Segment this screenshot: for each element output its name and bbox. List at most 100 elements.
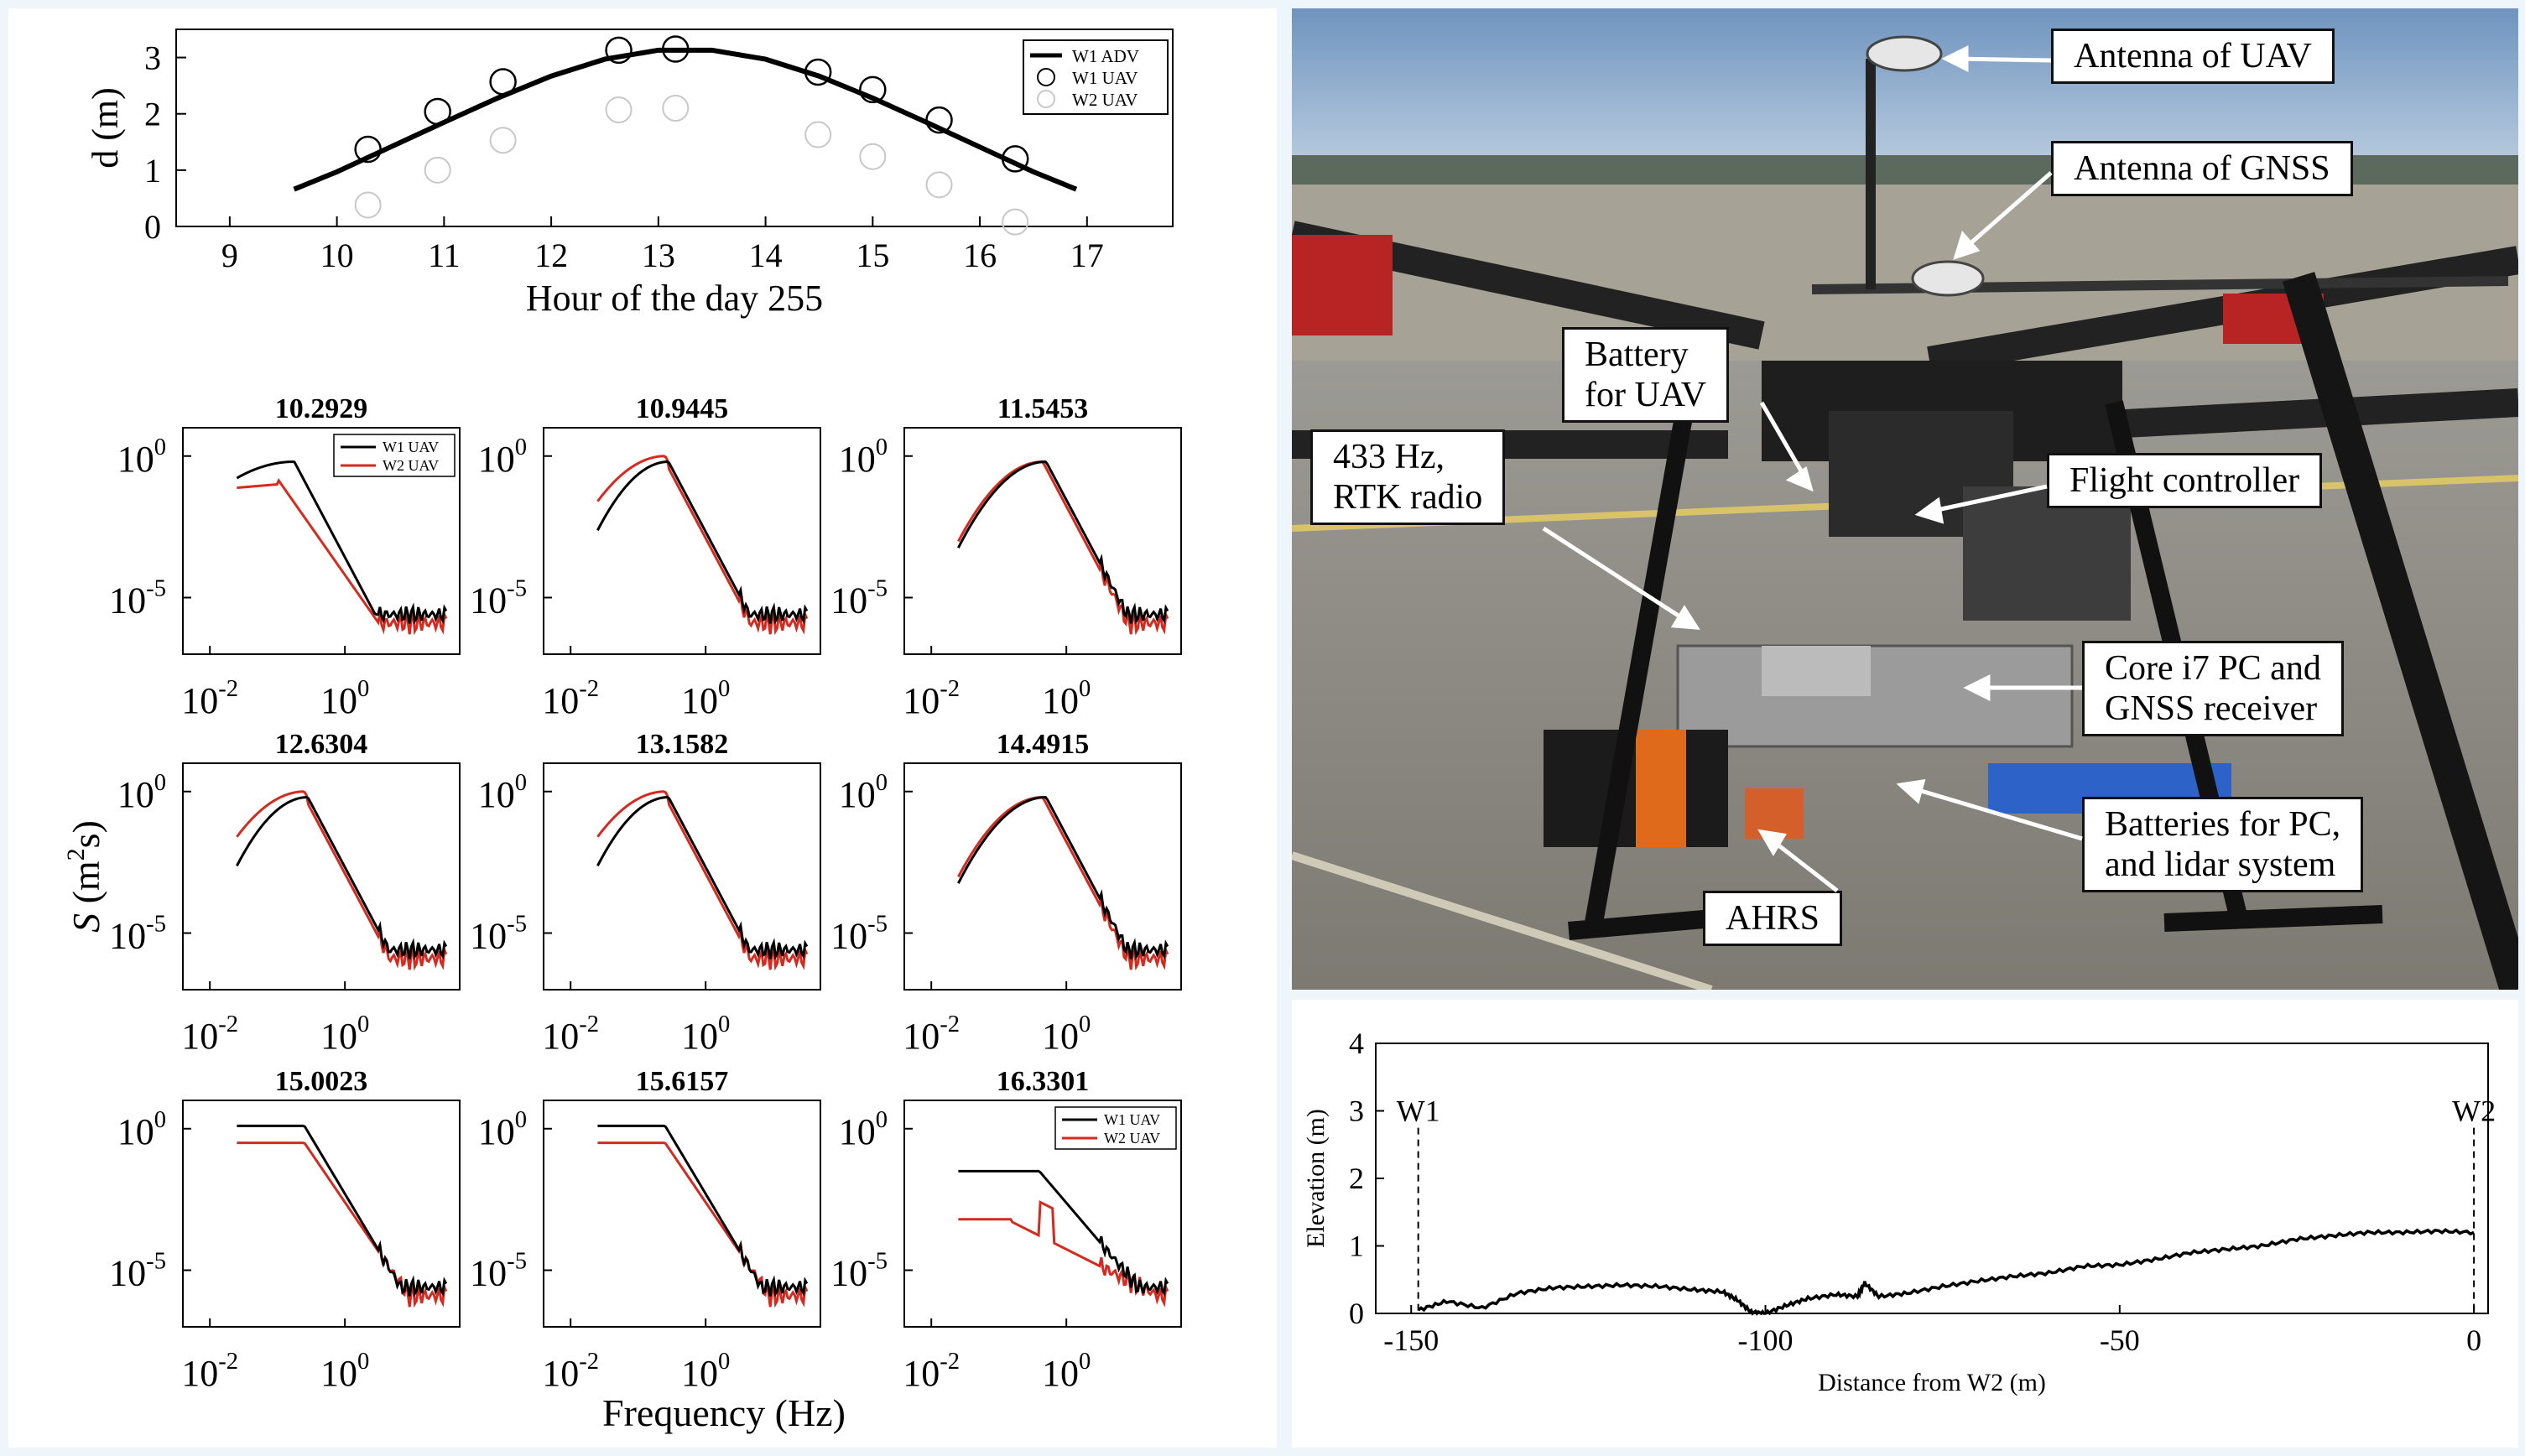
- spectrum-frame: [903, 427, 1182, 655]
- series-w2-uav-spectrum: [237, 1141, 448, 1308]
- uav-photo: Antenna of UAV Antenna of GNSS Battery fo…: [1292, 8, 2518, 990]
- point-w2-uav: [354, 191, 382, 219]
- x-tick-label: 9: [221, 237, 238, 274]
- x-tick-label: -50: [2100, 1323, 2140, 1357]
- label-battery-for-uav: Battery for UAV: [1562, 327, 1730, 423]
- y-tick-label: 10-5: [109, 912, 166, 957]
- y-tick-label: 0: [144, 208, 161, 246]
- spectrum-legend: [333, 434, 456, 477]
- x-tick-label: 10-2: [181, 1011, 238, 1057]
- series-w1-uav-spectrum: [957, 795, 1169, 960]
- y-tick-label: 100: [478, 434, 527, 480]
- point-w2-uav: [925, 171, 953, 199]
- elevation-frame: [1375, 1043, 2489, 1314]
- series-w1-uav-spectrum: [596, 795, 809, 960]
- series-w1-uav-spectrum: [597, 1124, 809, 1297]
- label-batteries-pc-lidar: Batteries for PC, and lidar system: [2082, 797, 2364, 892]
- y-tick-label: 10-5: [109, 576, 166, 621]
- x-tick-label: 100: [681, 676, 730, 721]
- y-tick-label: 10-5: [470, 912, 527, 957]
- series-w2-uav-spectrum: [957, 460, 1169, 636]
- y-tick-label: 100: [117, 1107, 166, 1152]
- x-tick-label: 100: [320, 1349, 369, 1394]
- y-tick-label: 1: [1349, 1230, 1364, 1263]
- spectrum-frame: [543, 1100, 821, 1328]
- elevation-profile-line: [1417, 1228, 2475, 1316]
- label-antenna-of-gnss: Antenna of GNSS: [2051, 141, 2353, 196]
- x-tick-label: 10-2: [903, 676, 960, 721]
- series-w1-uav-spectrum: [237, 1124, 448, 1297]
- spectrum-title: 15.0023: [275, 1066, 368, 1097]
- spectrum-frame: [182, 762, 461, 991]
- label-core-i7-pc: Core i7 PC and GNSS receiver: [2082, 641, 2344, 736]
- spectra-y-axis-label: S (m2s): [62, 820, 107, 933]
- point-w1-uav: [859, 75, 887, 104]
- spectrum-frame: [182, 1100, 461, 1328]
- top-x-axis-label: Hour of the day 255: [526, 278, 823, 319]
- x-tick-label: 14: [749, 237, 783, 274]
- x-tick-label: -150: [1383, 1323, 1439, 1357]
- station-marker-label: W2: [2452, 1095, 2496, 1128]
- x-tick-label: 15: [856, 237, 889, 274]
- legend-marker-w2-uav: [1037, 90, 1055, 108]
- x-tick-label: 100: [1042, 1011, 1091, 1057]
- top-y-axis-label: d (m): [85, 87, 126, 169]
- point-w2-uav: [489, 127, 517, 154]
- x-tick-label: 100: [1042, 1349, 1091, 1394]
- point-w1-uav: [424, 97, 451, 126]
- series-w2-uav-spectrum: [597, 1141, 809, 1308]
- spectrum-title: 11.5453: [997, 393, 1089, 424]
- series-w1-uav-spectrum: [958, 1169, 1169, 1297]
- spectrum-legend: [1054, 1106, 1177, 1150]
- point-w1-uav: [1001, 145, 1029, 173]
- y-tick-label: 100: [839, 1107, 888, 1152]
- label-rtk-radio: 433 Hz, RTK radio: [1310, 429, 1506, 525]
- spectrum-title: 13.1582: [636, 729, 729, 760]
- label-ahrs: AHRS: [1703, 891, 1843, 946]
- spectrum-title: 14.4915: [997, 729, 1090, 760]
- label-flight-controller: Flight controller: [2047, 453, 2323, 508]
- y-tick-label: 100: [839, 434, 888, 480]
- series-w1-adv-line: [293, 47, 1078, 192]
- y-tick-label: 2: [144, 96, 161, 133]
- series-w1-uav-spectrum: [236, 460, 448, 625]
- y-tick-label: 100: [117, 434, 166, 480]
- spectrum-title: 12.6304: [275, 729, 368, 760]
- series-w2-uav-spectrum: [957, 795, 1169, 971]
- spectrum-frame: [543, 762, 821, 991]
- y-tick-label: 10-5: [109, 1249, 166, 1294]
- x-tick-label: 100: [320, 676, 369, 721]
- elevation-profile-panel: -150 -100 -50 0 0 1 2 3 4 Distance from W2 (m) Ele…: [1292, 1000, 2518, 1448]
- point-w1-uav: [662, 35, 690, 63]
- x-tick-label: 17: [1070, 237, 1104, 274]
- legend-label: W1 UAV: [1072, 68, 1138, 88]
- y-tick-label: 10-5: [830, 912, 888, 957]
- x-tick-label: 10-2: [542, 1349, 599, 1394]
- point-w2-uav: [424, 156, 451, 184]
- point-w2-uav: [662, 95, 690, 122]
- y-tick-label: 1: [144, 152, 161, 190]
- elevation-profile-svg: -150 -100 -50 0 0 1 2 3 4 Distance from W2 (m) Ele…: [1302, 1027, 2496, 1396]
- x-tick-label: 10-2: [542, 1011, 599, 1057]
- x-tick-label: 16: [963, 237, 997, 274]
- x-tick-label: 100: [320, 1011, 369, 1057]
- top-legend: [1023, 39, 1169, 115]
- point-w1-uav: [354, 135, 382, 164]
- series-w1-uav-spectrum: [596, 460, 809, 625]
- legend-label: W2 UAV: [1104, 1130, 1160, 1147]
- point-w2-uav: [859, 143, 887, 170]
- spectrum-title: 15.6157: [636, 1066, 729, 1097]
- station-marker-label: W1: [1397, 1095, 1440, 1128]
- x-tick-label: 10-2: [542, 676, 599, 721]
- legend-label: W1 UAV: [1104, 1111, 1160, 1128]
- top-chart-frame: [175, 29, 1174, 227]
- y-tick-label: 2: [1349, 1162, 1364, 1195]
- y-tick-label: 10-5: [830, 576, 888, 621]
- legend-marker-w1-uav: [1037, 68, 1055, 86]
- series-w1-uav-spectrum: [236, 795, 448, 960]
- spectrum-frame: [182, 427, 461, 655]
- legend-label: W2 UAV: [1072, 90, 1138, 110]
- x-tick-label: 10-2: [903, 1349, 960, 1394]
- spectrum-frame: [903, 1100, 1182, 1328]
